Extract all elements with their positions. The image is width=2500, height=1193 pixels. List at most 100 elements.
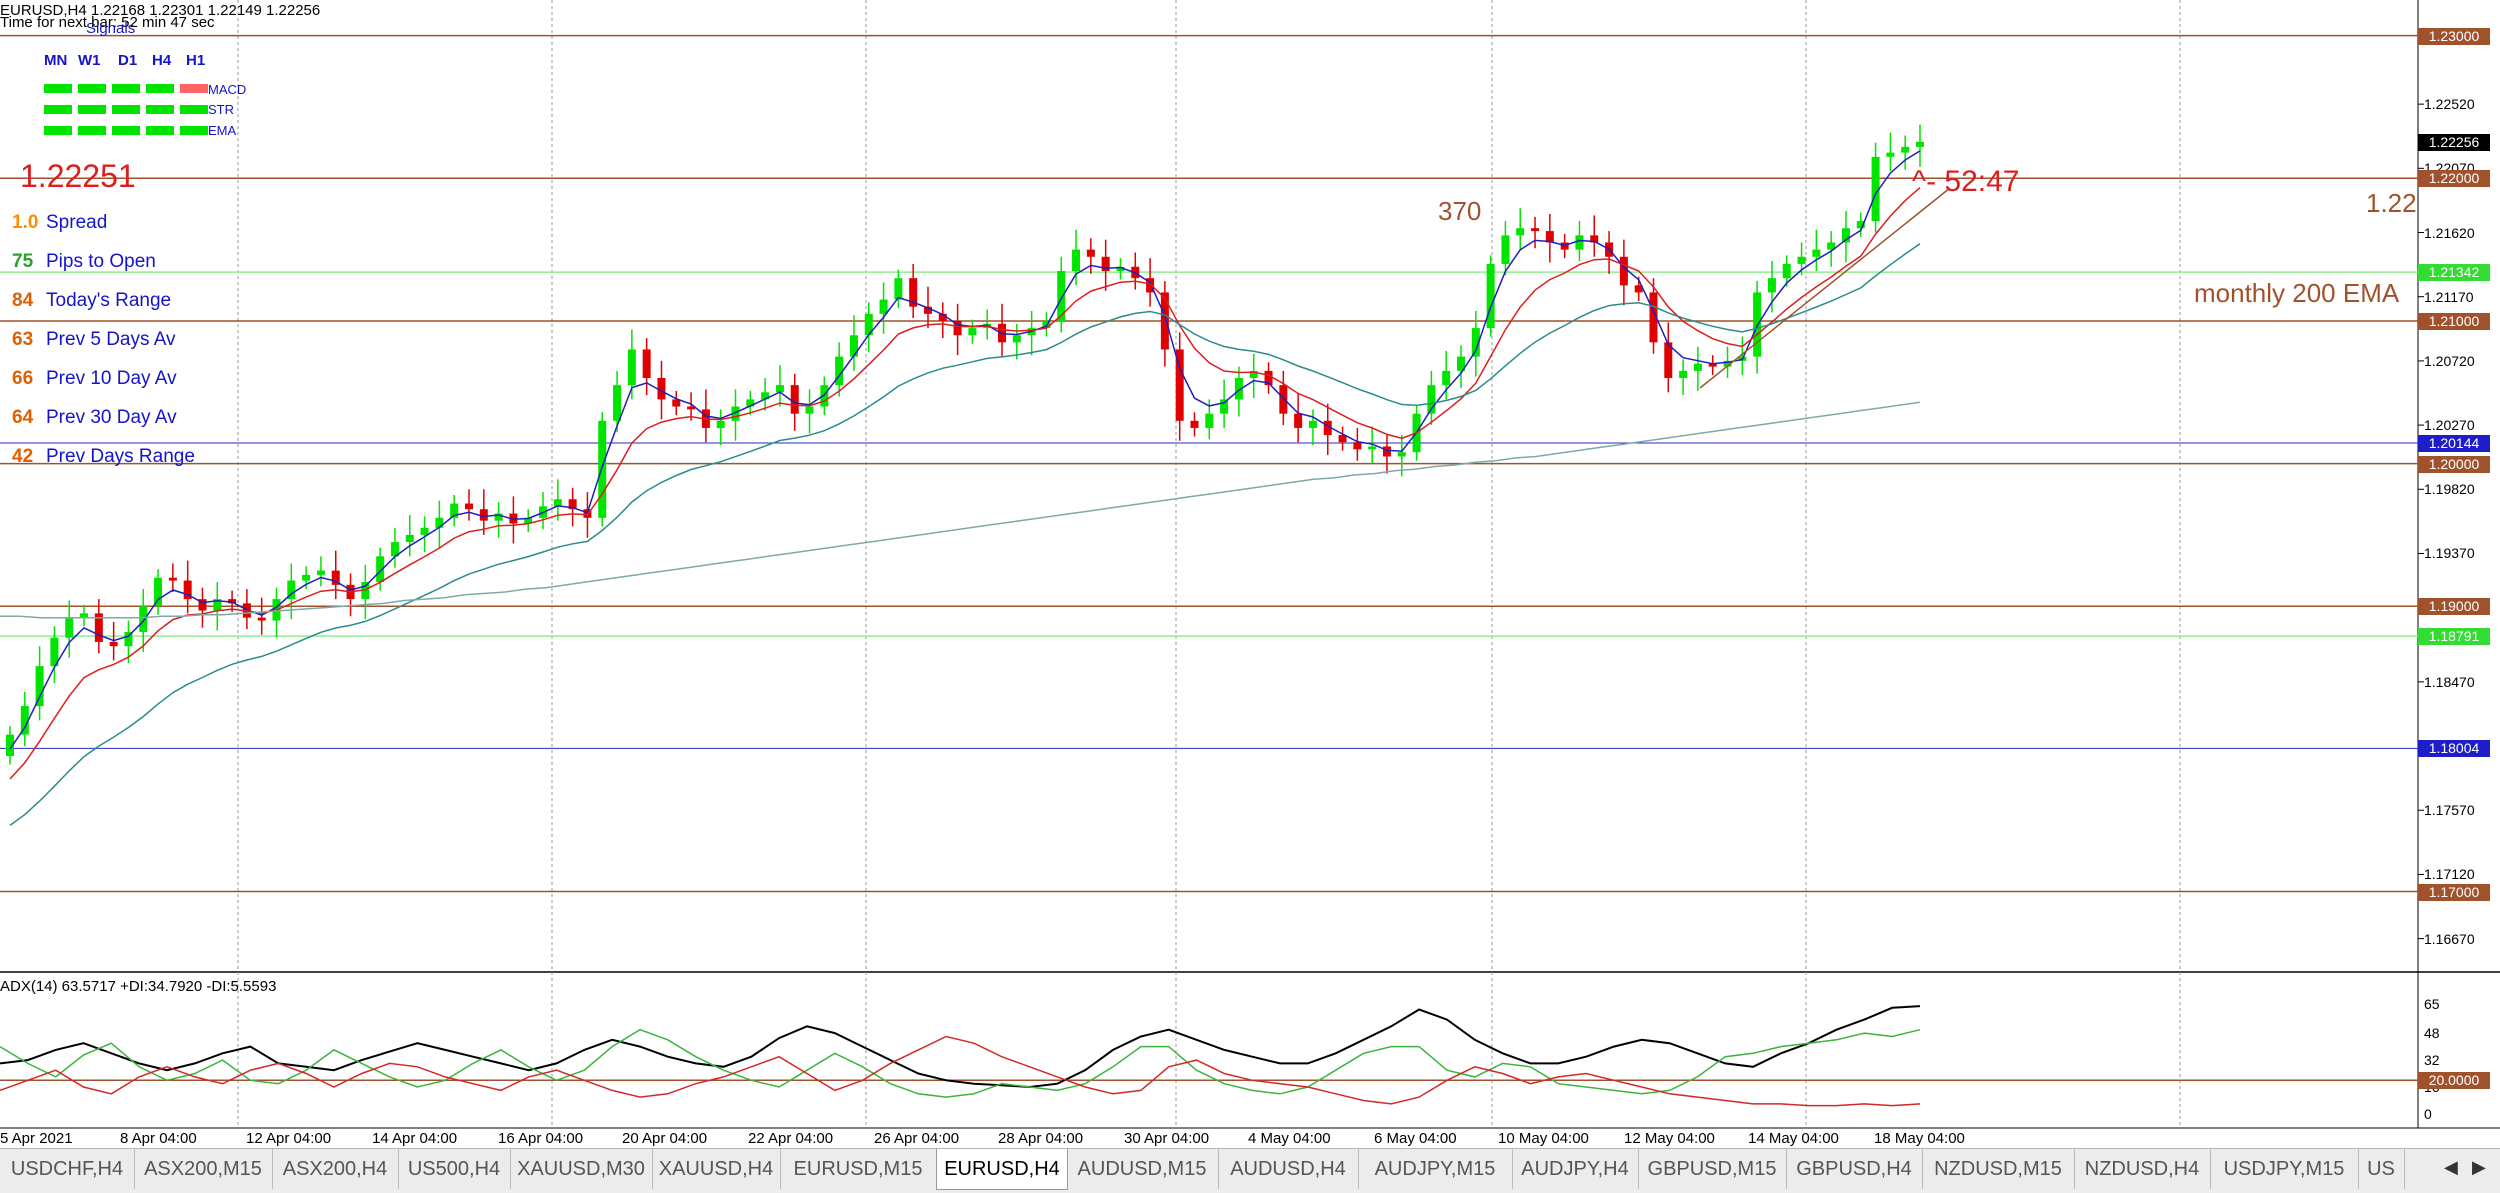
candle	[1693, 346, 1702, 391]
candle	[805, 389, 814, 434]
price-axis-label: 1.17570	[2424, 802, 2475, 819]
price-tag: 1.22256	[2418, 133, 2490, 151]
candle-body	[1101, 256, 1110, 272]
candle-body	[154, 577, 163, 607]
candle-body	[1190, 420, 1199, 428]
candle	[1457, 345, 1466, 388]
candle	[1679, 359, 1688, 396]
candle-body	[494, 513, 503, 521]
candle	[1901, 135, 1910, 170]
candle-body	[1294, 413, 1303, 428]
candle	[1516, 208, 1525, 250]
candle-body	[420, 527, 429, 535]
candle	[1382, 435, 1391, 474]
candle	[1886, 132, 1895, 172]
tab-audjpy-m15[interactable]: AUDJPY,M15	[1358, 1149, 1513, 1189]
candle-body	[1427, 385, 1436, 414]
candle	[1827, 231, 1836, 267]
candle-body	[553, 499, 562, 507]
candle	[938, 302, 947, 339]
candle	[835, 342, 844, 397]
candle-body	[1323, 420, 1332, 436]
candle	[1442, 350, 1451, 400]
candle-body	[1693, 363, 1702, 371]
time-axis-label: 16 Apr 04:00	[498, 1130, 584, 1147]
candle-body	[168, 577, 177, 581]
tab-scroll-left-icon[interactable]: ◀	[2444, 1157, 2458, 1177]
candle-body	[1116, 266, 1125, 272]
candle	[1220, 379, 1229, 428]
tab-audjpy-h4[interactable]: AUDJPY,H4	[1512, 1149, 1639, 1189]
candle	[1101, 239, 1110, 291]
candle-body	[1072, 249, 1081, 272]
signal-cell	[180, 84, 208, 93]
price-tag: 1.20000	[2418, 455, 2490, 473]
candle-body	[1353, 442, 1362, 450]
candle-body	[716, 420, 725, 428]
tab-nzdusd-m15[interactable]: NZDUSD,M15	[1922, 1149, 2075, 1189]
tab-usdchf-h4[interactable]: USDCHF,H4	[0, 1149, 135, 1189]
indicator-label-ema: EMA	[208, 123, 237, 138]
tab-scroll-right-icon[interactable]: ▶	[2472, 1157, 2486, 1177]
tab-us500-h4[interactable]: US500,H4	[398, 1149, 511, 1189]
time-axis-label: 22 Apr 04:00	[748, 1130, 834, 1147]
price-tag: 1.18004	[2418, 740, 2490, 758]
candle-body	[228, 599, 237, 604]
signal-cell	[78, 105, 106, 114]
price-axis-label: 1.19370	[2424, 545, 2475, 562]
candle-body	[568, 499, 577, 510]
candle	[331, 550, 340, 600]
tab-xauusd-h4[interactable]: XAUUSD,H4	[652, 1149, 781, 1189]
candle-body	[183, 580, 192, 600]
candle	[1086, 238, 1095, 274]
candle-body	[94, 613, 103, 642]
candle-body	[746, 399, 755, 407]
candle-body	[790, 385, 799, 414]
tab-nzdusd-h4[interactable]: NZDUSD,H4	[2074, 1149, 2211, 1189]
candle	[894, 269, 903, 309]
candle	[1160, 281, 1169, 367]
trend-line	[1699, 187, 1951, 389]
stat-label: Pips to Open	[46, 251, 156, 272]
candle	[820, 376, 829, 416]
candle-body	[80, 613, 89, 618]
tab-audusd-h4[interactable]: AUDUSD,H4	[1218, 1149, 1359, 1189]
candle-body	[1012, 335, 1021, 343]
candle-body	[405, 534, 414, 543]
candle	[257, 597, 266, 635]
tab-asx200-h4[interactable]: ASX200,H4	[272, 1149, 399, 1189]
time-axis-label: 6 May 04:00	[1374, 1130, 1457, 1147]
candle	[746, 390, 755, 416]
candle	[80, 604, 89, 627]
tab-usdjpy-m15[interactable]: USDJPY,M15	[2210, 1149, 2359, 1189]
signal-cell	[44, 84, 72, 93]
ema-slow-line	[9, 243, 1921, 827]
candle-body	[1368, 446, 1377, 450]
price-chart[interactable]	[0, 0, 2500, 1148]
candle-body	[938, 313, 947, 321]
tab-us[interactable]: US	[2358, 1149, 2405, 1189]
signal-cell	[146, 84, 174, 93]
candle	[435, 500, 444, 548]
stat-value: 66	[12, 368, 34, 389]
candle	[1812, 229, 1821, 272]
price-tag: 1.18791	[2418, 628, 2490, 646]
candle	[775, 365, 784, 407]
tab-eurusd-m15[interactable]: EURUSD,M15	[780, 1149, 937, 1189]
candle-body	[627, 349, 636, 386]
candle-body	[1146, 278, 1155, 293]
ema-200-line	[0, 401, 1921, 619]
tab-audusd-m15[interactable]: AUDUSD,M15	[1066, 1149, 1219, 1189]
tab-xauusd-m30[interactable]: XAUUSD,M30	[510, 1149, 653, 1189]
candle	[1249, 353, 1258, 398]
tab-eurusd-h4[interactable]: EURUSD,H4	[936, 1149, 1068, 1190]
candle-body	[1634, 285, 1643, 293]
time-axis-label: 12 May 04:00	[1624, 1130, 1715, 1147]
tab-gbpusd-m15[interactable]: GBPUSD,M15	[1638, 1149, 1787, 1189]
tab-gbpusd-h4[interactable]: GBPUSD,H4	[1786, 1149, 1923, 1189]
candle	[553, 479, 562, 521]
tab-asx200-m15[interactable]: ASX200,M15	[134, 1149, 273, 1189]
tf-label-h1: H1	[186, 52, 206, 69]
candle	[613, 370, 622, 433]
